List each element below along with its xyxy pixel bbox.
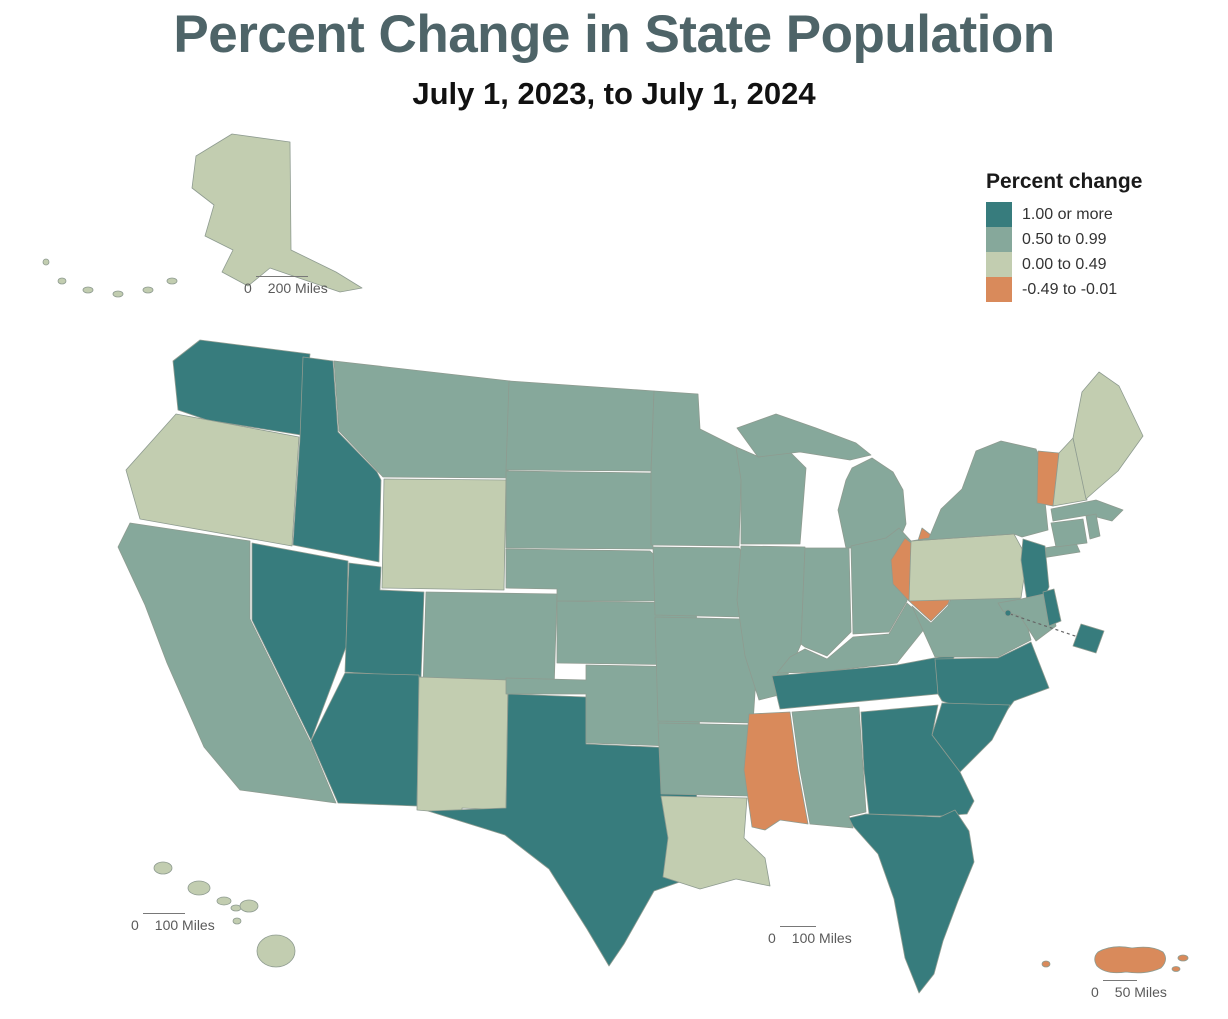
- scalebar-hawaii-distance: 100 Miles: [154, 917, 215, 933]
- scalebar-hawaii-line: [143, 913, 185, 914]
- state-maine: [1072, 371, 1144, 500]
- legend-row-high: 1.00 or more: [986, 202, 1142, 227]
- state-nevada: [251, 542, 349, 741]
- legend-row-neg: -0.49 to -0.01: [986, 277, 1142, 302]
- state-idaho: [292, 356, 382, 563]
- state-south-dakota: [505, 470, 654, 550]
- scalebar-main-zero: 0: [768, 930, 776, 946]
- state-alaska: [42, 133, 363, 298]
- state-massachusetts: [1050, 499, 1124, 522]
- legend-title: Percent change: [986, 170, 1143, 193]
- scalebar-puerto-rico: 0 50 Miles: [1091, 980, 1167, 999]
- state-oregon: [125, 413, 300, 547]
- state-new-hampshire: [1052, 437, 1088, 507]
- legend-swatch-low: [986, 252, 1012, 277]
- state-indiana: [800, 547, 852, 657]
- state-delaware: [1042, 588, 1062, 627]
- scalebar-alaska-distance: 200 Miles: [267, 280, 328, 296]
- scalebar-main-distance: 100 Miles: [791, 930, 852, 946]
- state-louisiana: [660, 795, 771, 890]
- scalebar-main: 0 100 Miles: [768, 926, 852, 945]
- page-title: Percent Change in State Population: [173, 5, 1055, 64]
- scalebar-puerto-rico-zero: 0: [1091, 984, 1099, 1000]
- state-arkansas: [657, 722, 754, 797]
- state-south-carolina: [931, 702, 1011, 773]
- state-rhode-island: [1085, 513, 1101, 540]
- scalebar-puerto-rico-line: [1103, 980, 1137, 981]
- state-iowa: [652, 546, 752, 618]
- state-mississippi: [743, 711, 809, 831]
- legend-swatch-neg: [986, 277, 1012, 302]
- scalebar-main-line: [780, 926, 816, 927]
- state-texas: [427, 693, 699, 967]
- state-florida: [848, 809, 975, 994]
- state-pennsylvania: [908, 533, 1028, 602]
- state-georgia: [860, 704, 975, 817]
- legend: Percent change 1.00 or more 0.50 to 0.99…: [986, 170, 1142, 302]
- scalebar-hawaii: 0 100 Miles: [131, 913, 215, 932]
- page-subtitle: July 1, 2023, to July 1, 2024: [412, 76, 816, 111]
- scalebar-alaska: 0 200 Miles: [244, 276, 328, 295]
- legend-label-high: 1.00 or more: [1022, 205, 1113, 223]
- state-north-dakota: [505, 380, 655, 472]
- scalebar-alaska-zero: 0: [244, 280, 252, 296]
- legend-label-low: 0.00 to 0.49: [1022, 255, 1107, 273]
- state-district-of-columbia: [1004, 609, 1105, 654]
- state-arizona: [310, 672, 420, 807]
- state-wyoming: [381, 478, 507, 591]
- state-hawaii: [153, 861, 296, 968]
- territory-puerto-rico: [1041, 946, 1189, 974]
- state-connecticut: [1050, 518, 1088, 548]
- scalebar-puerto-rico-distance: 50 Miles: [1114, 984, 1167, 1000]
- scalebar-hawaii-zero: 0: [131, 917, 139, 933]
- state-wisconsin: [735, 446, 807, 545]
- legend-row-mid: 0.50 to 0.99: [986, 227, 1142, 252]
- state-california: [117, 522, 337, 804]
- legend-swatch-high: [986, 202, 1012, 227]
- state-montana: [333, 360, 511, 479]
- state-colorado: [422, 591, 558, 691]
- legend-label-mid: 0.50 to 0.99: [1022, 230, 1107, 248]
- scalebar-alaska-line: [256, 276, 308, 277]
- legend-swatch-mid: [986, 227, 1012, 252]
- state-utah: [344, 562, 425, 678]
- state-north-carolina: [934, 641, 1050, 722]
- legend-label-neg: -0.49 to -0.01: [1022, 280, 1118, 298]
- state-new-mexico: [416, 676, 509, 815]
- legend-row-low: 0.00 to 0.49: [986, 252, 1142, 277]
